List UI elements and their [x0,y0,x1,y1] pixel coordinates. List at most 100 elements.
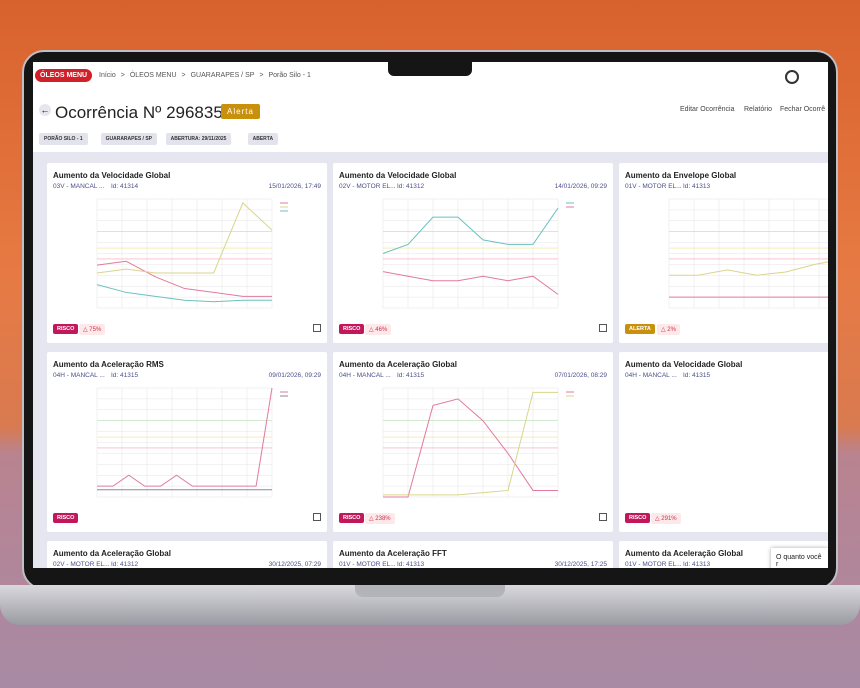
occurrence-card[interactable]: Aumento da Aceleração Global 02V - MOTOR … [47,541,327,568]
tag: PORÃO SILO - 1 [39,133,88,145]
card-asset: 04H - MANCAL ... [339,372,391,379]
change-value: 46% [375,327,388,333]
chart [96,387,288,498]
separator: > [181,72,186,79]
series-line [96,284,272,303]
change-icon: △ [369,516,376,522]
action-link[interactable]: Relatório [744,106,773,113]
chart [382,387,574,498]
change-value: 238% [375,516,391,522]
zoom-icon[interactable] [785,70,799,84]
camera-notch [388,62,472,76]
occurrence-card[interactable]: Aumento da Aceleração RMS 04H - MANCAL ..… [47,352,327,532]
laptop-lip [355,585,505,597]
laptop-base [0,585,860,625]
level-badge: RISCO [53,324,79,334]
breadcrumb-item[interactable]: ÓLEOS MENU [129,72,177,79]
logo[interactable]: ÓLEOS MENU [35,69,93,82]
card-id: Id: 41315 [397,372,425,379]
breadcrumb-item[interactable]: GUARARAPES / SP [190,72,255,79]
open-icon[interactable] [313,324,321,332]
series-line [383,391,558,496]
series-line [97,387,273,487]
occurrence-card[interactable]: Aumento da Velocidade Global 03V - MANCAL… [47,163,327,343]
card-title: Aumento da Aceleração Global [625,549,743,558]
separator: > [120,72,125,79]
card-asset: 04H - MANCAL ... [53,372,105,379]
change-value: 75% [89,327,102,333]
tag: ABERTA [247,133,279,145]
series-line [382,207,559,254]
chart [96,198,288,309]
card-grid: Aumento da Velocidade Global 03V - MANCAL… [33,152,828,568]
card-title: Aumento da Velocidade Global [625,360,743,369]
card-asset: 02V - MOTOR EL... [339,183,396,190]
card-id: Id: 41313 [683,561,711,568]
screen: ÓLEOS MENU Início > ÓLEOS MENU > GUARARAPES /… [33,62,828,568]
breadcrumb-item[interactable]: Porão Silo - 1 [268,72,311,79]
card-id: Id: 41312 [397,183,425,190]
back-button[interactable]: ← [39,104,51,116]
open-icon[interactable] [599,324,607,332]
change-value: 291% [661,516,677,522]
card-asset: 02V - MOTOR EL... [53,561,110,568]
series-line [382,271,559,295]
level-badge: ALERTA [625,324,655,334]
series-line [96,202,273,274]
card-id: Id: 41313 [683,183,711,190]
tag: ABERTURA: 29/11/2025 [165,133,232,145]
card-asset: 01V - MOTOR EL... [339,561,396,568]
action-link[interactable]: Fechar Ocorrê [780,106,826,113]
card-title: Aumento da Velocidade Global [53,171,171,180]
card-date: 14/01/2026, 09:29 [554,183,607,190]
action-link[interactable]: Editar Ocorrência [680,106,735,113]
card-id: Id: 41314 [111,183,139,190]
change-pill: △ 2% [657,324,680,335]
card-title: Aumento da Aceleração Global [53,549,171,558]
card-id: Id: 41315 [683,372,711,379]
open-icon[interactable] [599,513,607,521]
open-icon[interactable] [313,513,321,521]
occurrence-card[interactable]: Aumento da Velocidade Global 04H - MANCAL… [619,352,828,532]
card-id: Id: 41312 [111,561,139,568]
occurrence-card[interactable]: Aumento da Aceleração Global 04H - MANCAL… [333,352,613,532]
change-icon: △ [661,327,668,333]
change-pill: △ 238% [365,513,395,524]
tag: GUARARAPES / SP [100,133,157,145]
occurrence-card[interactable]: Aumento da Velocidade Global 02V - MOTOR … [333,163,613,343]
card-title: Aumento da Aceleração Global [339,360,457,369]
chart [668,198,828,309]
card-id: Id: 41313 [397,561,425,568]
card-date: 30/12/2025, 17:25 [554,561,607,568]
series-line [383,398,558,498]
change-pill: △ 46% [365,324,392,335]
level-badge: RISCO [625,513,651,523]
card-date: 15/01/2026, 17:49 [268,183,321,190]
change-value: 2% [667,327,676,333]
level-badge: RISCO [53,513,79,523]
occurrence-card[interactable]: Aumento da Envelope Global 01V - MOTOR EL… [619,163,828,343]
change-pill: △ 75% [79,324,106,335]
card-date: 09/01/2026, 09:29 [268,372,321,379]
card-title: Aumento da Envelope Global [625,171,737,180]
feedback-toast[interactable]: O quanto você r [771,548,828,568]
change-icon: △ [655,516,662,522]
card-date: 07/01/2026, 08:29 [554,372,607,379]
card-asset: 01V - MOTOR EL... [625,561,682,568]
status-badge: Alerta [221,104,260,119]
level-badge: RISCO [339,513,365,523]
card-asset: 04H - MANCAL ... [625,372,677,379]
occurrence-card[interactable]: Aumento da Aceleração FFT 01V - MOTOR EL.… [333,541,613,568]
card-asset: 03V - MANCAL ... [53,183,105,190]
change-icon: △ [83,327,90,333]
breadcrumb-item[interactable]: Início [99,72,116,79]
card-asset: 01V - MOTOR EL... [625,183,682,190]
change-pill: △ 291% [651,513,681,524]
card-id: Id: 41315 [111,372,139,379]
separator: > [259,72,264,79]
level-badge: RISCO [339,324,365,334]
change-icon: △ [369,327,376,333]
chart [382,198,574,309]
breadcrumb: Início > ÓLEOS MENU > GUARARAPES / SP > Porão … [99,72,311,79]
